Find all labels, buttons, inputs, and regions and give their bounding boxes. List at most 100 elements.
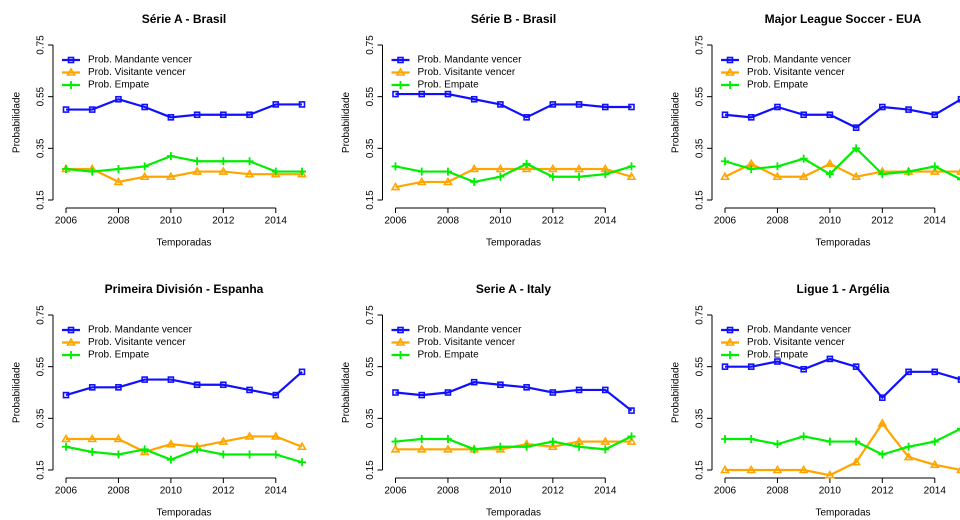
y-tick-label: 0.55	[695, 356, 706, 376]
y-axis-label: Probabilidade	[12, 361, 23, 423]
data-point	[219, 450, 228, 459]
data-point	[88, 167, 97, 176]
data-point	[878, 170, 887, 179]
data-point	[824, 470, 835, 479]
legend-marker	[725, 337, 735, 346]
data-point	[114, 165, 123, 173]
x-tick-label: 2006	[384, 216, 407, 227]
series-line	[395, 381, 633, 412]
legend-marker	[67, 326, 75, 334]
y-tick-label: 0.35	[36, 408, 47, 428]
data-point	[193, 445, 202, 454]
series-line	[395, 92, 632, 119]
data-point	[931, 368, 939, 376]
data-point	[547, 441, 558, 451]
data-point	[495, 444, 506, 453]
data-point	[497, 381, 504, 389]
y-tick-label: 0.35	[695, 138, 706, 158]
series-line	[65, 445, 303, 464]
data-point	[495, 163, 506, 173]
data-point	[391, 437, 400, 446]
chart-title: Série B - Brasil	[471, 12, 556, 26]
y-axis-label: Probabilidade	[341, 91, 352, 153]
x-tick-label: 2006	[714, 216, 737, 227]
x-tick-label: 2012	[212, 216, 235, 227]
chart-title: Primeira División - Espanha	[105, 282, 264, 296]
series-line	[724, 98, 960, 129]
legend-label: Prob. Empate	[747, 80, 809, 91]
data-point	[799, 432, 808, 441]
data-point	[957, 427, 960, 430]
x-tick-label: 2008	[437, 486, 460, 497]
data-point	[931, 111, 939, 119]
data-point	[297, 441, 307, 451]
y-tick-label: 0.15	[36, 460, 47, 480]
data-point	[956, 466, 960, 474]
chart-title: Série A - Brasil	[142, 12, 226, 26]
data-point	[774, 103, 781, 111]
y-axis-label: Probabilidade	[12, 91, 23, 153]
x-axis-label: Temporadas	[156, 238, 211, 249]
data-point	[165, 439, 176, 448]
y-tick-label: 0.75	[36, 305, 47, 325]
data-point	[139, 446, 150, 456]
data-point	[140, 445, 149, 454]
data-point	[600, 436, 611, 445]
data-point	[575, 386, 583, 394]
series-line	[395, 167, 632, 189]
series-line	[66, 435, 303, 454]
data-point	[62, 106, 70, 113]
legend-marker	[67, 81, 75, 89]
data-point	[271, 167, 280, 176]
legend-label: Prob. Empate	[418, 80, 480, 91]
x-axis-label: Temporadas	[815, 238, 870, 249]
data-point	[747, 114, 755, 121]
x-tick-label: 2014	[265, 216, 288, 227]
x-tick-label: 2012	[212, 486, 235, 497]
data-point	[470, 177, 479, 186]
data-point	[852, 124, 860, 131]
data-point	[443, 167, 452, 176]
legend-label: Prob. Mandante vencer	[88, 55, 193, 66]
x-tick-label: 2012	[542, 486, 565, 497]
data-point	[166, 455, 175, 464]
data-point	[418, 391, 426, 399]
data-point	[497, 101, 504, 108]
y-tick-label: 0.75	[365, 305, 376, 325]
data-point	[905, 368, 912, 376]
data-point	[904, 442, 913, 451]
y-tick-label: 0.15	[695, 460, 706, 480]
data-point	[747, 435, 756, 443]
y-tick-label: 0.15	[365, 190, 376, 210]
series-line	[724, 162, 960, 178]
data-point	[167, 376, 175, 383]
x-axis-label: Temporadas	[486, 508, 541, 519]
data-point	[115, 95, 122, 103]
data-point	[628, 103, 635, 111]
data-point	[800, 365, 807, 373]
y-tick-label: 0.75	[695, 305, 706, 325]
data-point	[88, 384, 96, 391]
data-point	[547, 163, 558, 173]
legend-label: Prob. Visitante vencer	[418, 337, 516, 348]
data-point	[417, 167, 426, 176]
data-point	[957, 178, 960, 181]
data-point	[272, 391, 280, 399]
data-point	[496, 172, 505, 181]
legend-label: Prob. Empate	[418, 350, 480, 361]
data-point	[443, 435, 452, 443]
data-point	[851, 457, 862, 466]
data-point	[522, 442, 531, 451]
legend-label: Prob. Empate	[88, 350, 150, 361]
data-point	[113, 433, 124, 443]
data-point	[549, 101, 557, 108]
data-point	[417, 435, 426, 443]
y-tick-label: 0.35	[365, 138, 376, 158]
data-point	[877, 418, 888, 427]
data-point	[166, 152, 175, 161]
data-point	[523, 114, 530, 121]
series-line	[724, 146, 960, 181]
data-point	[852, 363, 860, 370]
legend-marker	[726, 56, 734, 64]
